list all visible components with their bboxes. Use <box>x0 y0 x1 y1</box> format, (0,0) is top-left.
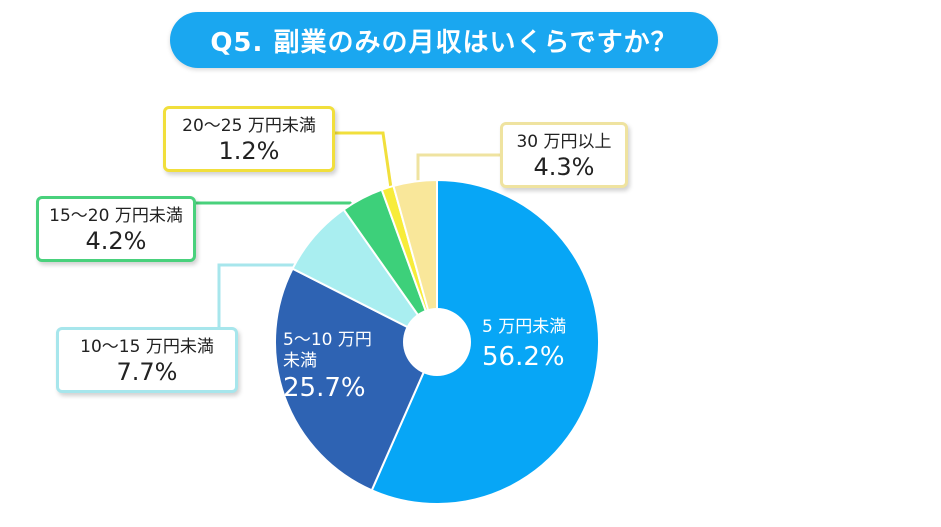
callout-15-20man-label: 15〜20 万円未満 <box>49 206 183 226</box>
callout-20-25man-label: 20〜25 万円未満 <box>182 116 316 136</box>
callout-30man-over-label: 30 万円以上 <box>516 132 612 152</box>
slice-value-5-10man: 25.7% <box>283 373 366 403</box>
callout-10-15man-label: 10〜15 万円未満 <box>80 337 214 357</box>
slice-label-5man-text: 5 万円未満 <box>482 317 567 337</box>
slice-label-5-10man-line1: 5〜10 万円 <box>283 330 372 350</box>
callout-15-20man-value: 4.2% <box>85 227 147 255</box>
leader-20-25man <box>335 131 394 196</box>
callout-10-15man-value: 7.7% <box>116 358 178 386</box>
donut-hole <box>403 308 471 376</box>
callout-30man-over-value: 4.3% <box>533 153 595 181</box>
slice-label-5-10man-line2: 未満 <box>283 351 317 371</box>
slice-30man-over <box>392 178 438 343</box>
slice-value-5man: 56.2% <box>482 342 565 372</box>
callout-10-15man: 10〜15 万円未満 7.7% <box>56 327 238 393</box>
leader-30man-over <box>416 153 500 188</box>
slice-5-10man <box>274 267 439 492</box>
slice-label-5-10man: 5〜10 万円 未満 25.7% <box>283 330 403 404</box>
callout-30man-over: 30 万円以上 4.3% <box>500 122 628 188</box>
leader-10-15man-vertical <box>217 263 312 327</box>
callout-20-25man: 20〜25 万円未満 1.2% <box>163 106 335 172</box>
callout-15-20man: 15〜20 万円未満 4.2% <box>36 196 196 262</box>
slice-5man <box>370 178 600 505</box>
chart-title: Q5. 副業のみの月収はいくらですか？ <box>170 12 718 68</box>
callout-20-25man-value: 1.2% <box>218 137 280 165</box>
slice-label-5man: 5 万円未満 56.2% <box>482 316 602 374</box>
